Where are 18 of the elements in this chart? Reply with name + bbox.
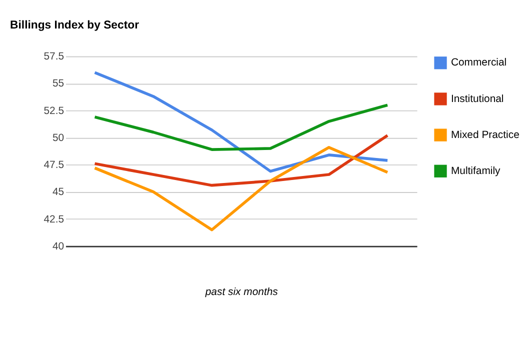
y-tick-label: 47.5 [44,160,64,172]
y-tick-label: 55 [52,78,64,90]
legend-label: Multifamily [450,166,502,177]
line-series [93,146,389,232]
line-series [93,134,389,187]
y-tick-label: 50 [52,132,64,144]
y-tick-label: 52.5 [44,106,64,117]
y-tick-label: 57.5 [44,52,64,63]
line-series [93,71,389,173]
x-axis-title: past six months [204,287,278,298]
legend-label: Mixed Practice [450,130,520,141]
legend-label: Commercial [450,58,507,69]
y-tick-label: 40 [52,241,64,252]
y-tick-label: 45 [52,187,64,198]
line-series [93,104,389,151]
chart-title: Billings Index by Sector [10,20,140,32]
y-tick-label: 42.5 [44,214,64,226]
legend-label: Institutional [450,94,504,105]
